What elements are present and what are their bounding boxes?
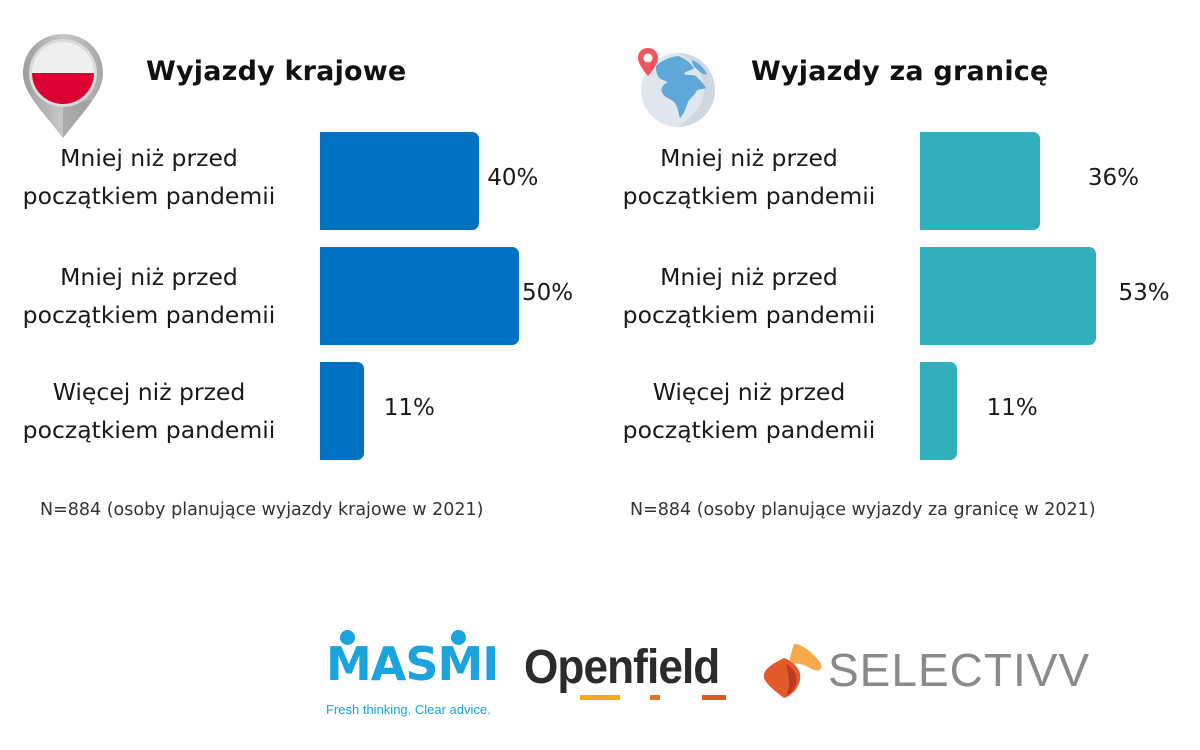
openfield-accent-bar <box>580 695 620 700</box>
data-label: 36% <box>1087 165 1139 191</box>
category-label-line2: początkiem pandemii <box>22 301 276 329</box>
openfield-accent-bar <box>650 695 660 700</box>
sample-size-note: N=884 (osoby planujące wyjazdy za granic… <box>630 500 1096 520</box>
openfield-accent-bar <box>702 695 726 700</box>
category-label: Mniej niż przed początkiem pandemii <box>604 139 894 215</box>
data-label: 53% <box>1118 280 1170 306</box>
masmi-wordmark: MASMI <box>326 637 499 691</box>
masmi-tagline: Fresh thinking. Clear advice. <box>326 702 491 717</box>
chart-title: Wyjazdy za granicę <box>751 56 1049 87</box>
bar <box>920 132 1040 230</box>
category-label: Mniej niż przed początkiem pandemii <box>604 258 894 334</box>
category-label: Więcej niż przed początkiem pandemii <box>4 373 294 449</box>
bar <box>320 132 480 230</box>
selectivv-logo: SELECTIVV <box>760 640 1100 700</box>
bar <box>920 362 957 460</box>
chart-panel-domestic: Wyjazdy krajowe Mniej niż przed początki… <box>0 0 600 560</box>
masmi-logo-dot <box>340 630 355 645</box>
data-label: 50% <box>522 280 574 306</box>
data-label: 40% <box>487 165 539 191</box>
category-label: Mniej niż przed początkiem pandemii <box>4 258 294 334</box>
bar <box>920 247 1097 345</box>
category-label-line1: Mniej niż przed <box>660 263 838 291</box>
data-label: 11% <box>383 395 435 421</box>
poland-flag-map-pin-icon <box>20 32 106 140</box>
selectivv-wordmark: SELECTIVV <box>828 644 1091 696</box>
bar <box>320 362 364 460</box>
data-label: 11% <box>986 395 1038 421</box>
category-label-line2: początkiem pandemii <box>622 416 876 444</box>
bar <box>320 247 519 345</box>
selectivv-s-emblem-icon <box>763 644 822 698</box>
category-label-line1: Mniej niż przed <box>660 144 838 172</box>
category-label-line2: początkiem pandemii <box>622 301 876 329</box>
chart-title: Wyjazdy krajowe <box>146 56 407 87</box>
category-label-line2: początkiem pandemii <box>22 182 276 210</box>
chart-panel-abroad: Wyjazdy za granicę Mniej niż przed począ… <box>600 0 1200 560</box>
category-label-line1: Więcej niż przed <box>652 378 846 406</box>
sample-size-note: N=884 (osoby planujące wyjazdy krajowe w… <box>40 500 484 520</box>
masmi-logo: MASMI Fresh thinking. Clear advice. <box>326 630 499 720</box>
category-label-line1: Więcej niż przed <box>52 378 246 406</box>
openfield-wordmark: Openfield <box>524 641 720 694</box>
category-label-line2: początkiem pandemii <box>22 416 276 444</box>
masmi-logo-dot <box>451 630 466 645</box>
category-label-line2: początkiem pandemii <box>622 182 876 210</box>
globe-with-location-pin-icon <box>634 46 716 128</box>
openfield-logo: Openfield <box>524 640 734 710</box>
category-label-line1: Mniej niż przed <box>60 144 238 172</box>
category-label: Więcej niż przed początkiem pandemii <box>604 373 894 449</box>
category-label-line1: Mniej niż przed <box>60 263 238 291</box>
category-label: Mniej niż przed początkiem pandemii <box>4 139 294 215</box>
